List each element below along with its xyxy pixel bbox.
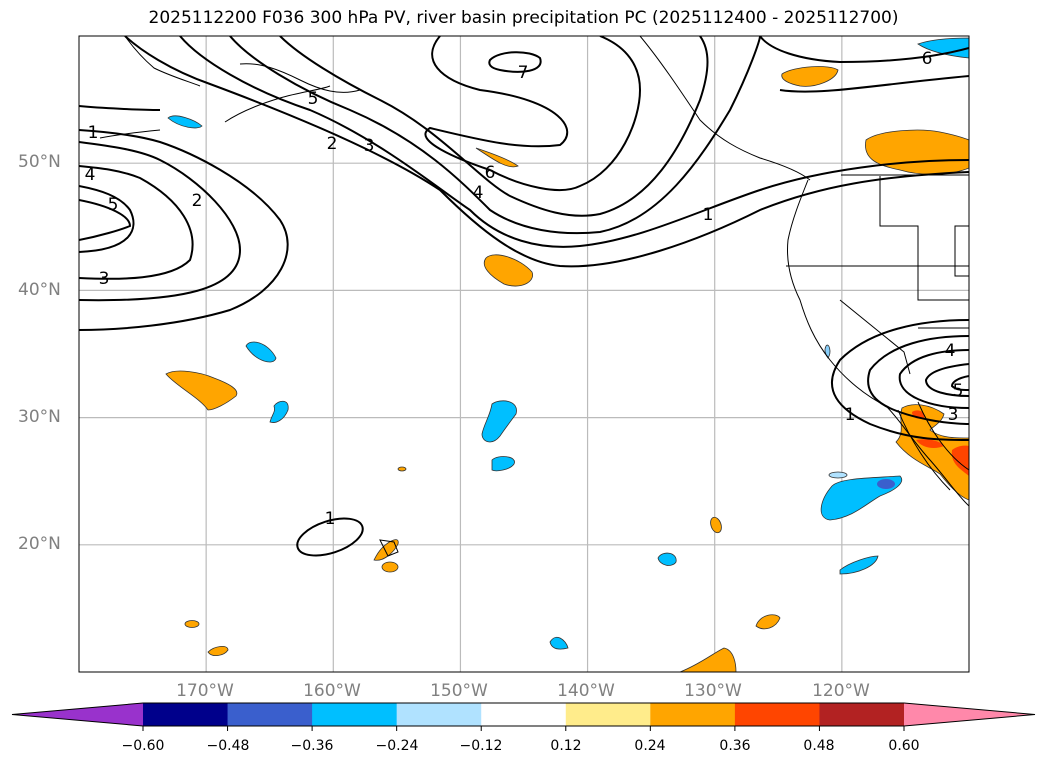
contour-label: 6 (485, 163, 496, 183)
precip-pos-region (165, 370, 238, 411)
precip-pos-region (207, 646, 229, 656)
pv-contour-labels: 1 2 3 4 5 6 7 1 2 3 4 5 6 1 3 4 5 1 (85, 49, 964, 529)
pv-contours (79, 36, 969, 557)
colorbar-extend-max (904, 703, 1035, 726)
contour-label: 1 (88, 123, 99, 143)
contour-label: 5 (308, 89, 319, 109)
precip-pos-core (916, 439, 944, 448)
colorbar-bin (143, 703, 229, 726)
precip-pos-region (895, 404, 969, 501)
contour-label: 1 (845, 405, 856, 425)
lon-label-120w: 120°W (812, 681, 870, 701)
contour-label: 5 (953, 381, 964, 401)
colorbar-tick-label: −0.60 (121, 738, 165, 754)
precip-neg-region (657, 552, 677, 566)
colorbar-extend-min (12, 703, 143, 726)
precip-pos-region (475, 147, 519, 168)
map-axes-background (79, 36, 969, 672)
precip-pos-region (483, 254, 533, 287)
precip-neg-region (839, 555, 879, 575)
precip-pos-region (781, 66, 839, 87)
precip-neg-region (828, 471, 848, 479)
contour-label: 3 (99, 269, 110, 289)
precip-neg-region (481, 400, 517, 443)
chart-title: 2025112200 F036 300 hPa PV, river basin … (148, 8, 899, 28)
colorbar-bin (396, 703, 482, 726)
colorbar-tick-label: −0.36 (290, 738, 334, 754)
precip-neg-region (245, 341, 277, 363)
precip-neg-core (877, 479, 895, 489)
precip-pos-region (381, 561, 399, 573)
precip-pos-region (679, 647, 737, 672)
colorbar-bin (650, 703, 736, 726)
gridlines (79, 36, 969, 672)
contour-label: 4 (473, 183, 484, 203)
colorbar-tick-label: 0.36 (719, 738, 751, 754)
lon-label-160w: 160°W (303, 681, 361, 701)
colorbar-tick-label: 0.48 (803, 738, 835, 754)
contour-label: 1 (703, 205, 714, 225)
colorbar-tick-label: −0.24 (375, 738, 419, 754)
contour-label: 2 (327, 134, 338, 154)
colorbar-bin (734, 703, 820, 726)
lon-label-140w: 140°W (557, 681, 615, 701)
contour-label: 4 (945, 341, 956, 361)
precip-neg-region (491, 456, 515, 472)
precip-pos-region (184, 620, 200, 628)
colorbar-bin (227, 703, 313, 726)
colorbar-bin (819, 703, 905, 726)
precip-pos-region (710, 516, 722, 534)
contour-label: 3 (948, 405, 959, 425)
contour-label: 3 (364, 136, 375, 156)
colorbar (11, 702, 1036, 731)
colorbar-tick-label: 0.60 (888, 738, 920, 754)
contour-label: 2 (192, 191, 203, 211)
precip-pos-core (951, 445, 969, 476)
colorbar-bin (312, 703, 398, 726)
precip-pos-region (397, 466, 407, 472)
lon-label-150w: 150°W (430, 681, 488, 701)
precip-neg-region (917, 37, 969, 59)
lon-label-130w: 130°W (684, 681, 742, 701)
colorbar-tick-label: 0.24 (634, 738, 666, 754)
precip-pos-region (755, 614, 781, 630)
contour-label: 6 (922, 49, 933, 69)
lat-label-40n: 40°N (18, 280, 61, 300)
colorbar-tick-label: 0.12 (550, 738, 582, 754)
colorbar-tick-label: −0.48 (206, 738, 250, 754)
contour-label: 7 (518, 63, 529, 83)
lat-label-20n: 20°N (18, 534, 61, 554)
precip-neg-region (167, 115, 203, 129)
precip-neg-region (269, 400, 289, 423)
lat-label-30n: 30°N (18, 407, 61, 427)
colorbar-tick-label: −0.12 (459, 738, 503, 754)
colorbar-bin (565, 703, 651, 726)
precip-fill-regions (165, 37, 969, 672)
map-axes-frame (78, 35, 970, 673)
lon-label-170w: 170°W (176, 681, 234, 701)
contour-label: 4 (85, 165, 96, 185)
contour-label: 5 (108, 195, 119, 215)
colorbar-bin (481, 703, 567, 726)
coastlines (99, 36, 969, 557)
lat-label-50n: 50°N (18, 152, 61, 172)
contour-label: 1 (325, 509, 336, 529)
precip-neg-region (549, 636, 569, 650)
